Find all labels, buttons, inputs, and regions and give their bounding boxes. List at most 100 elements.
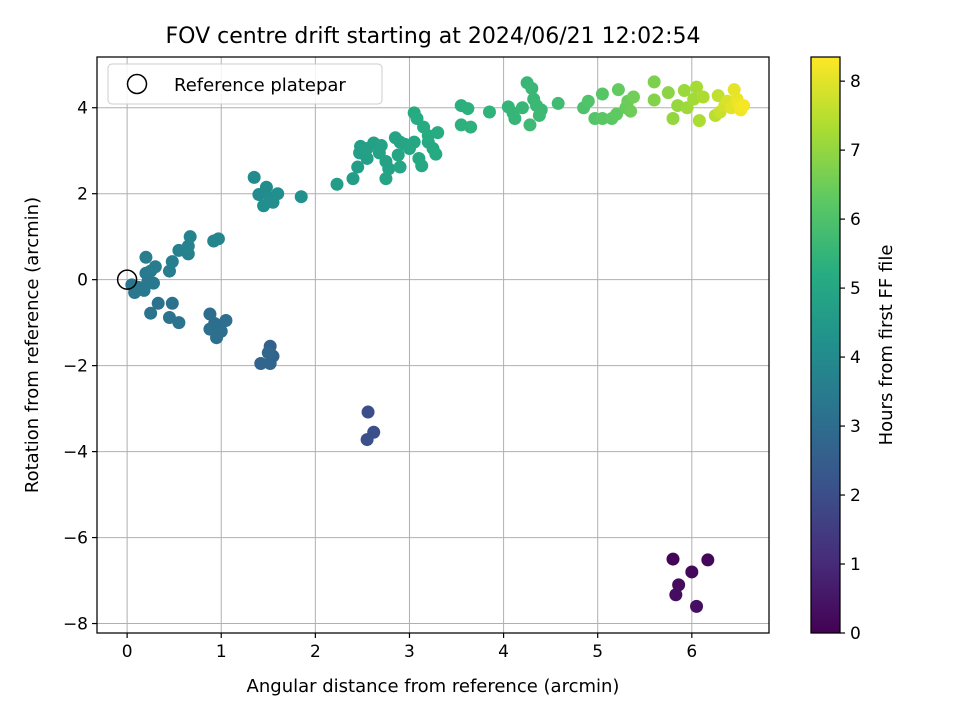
scatter-point (263, 356, 277, 370)
scatter-point (219, 313, 233, 327)
x-tick-label: 3 (404, 642, 415, 662)
scatter-point (690, 599, 704, 613)
legend: Reference platepar (107, 63, 383, 105)
scatter-point (330, 177, 344, 191)
y-tick-label: −4 (63, 443, 88, 463)
scatter-point (669, 588, 683, 602)
legend-entry-label: Reference platepar (174, 75, 346, 96)
scatter-point (508, 111, 522, 125)
plot-frame (96, 56, 770, 634)
scatter-point (391, 148, 405, 162)
scatter-point (429, 147, 443, 161)
scatter-point (696, 90, 710, 104)
scatter-point (666, 552, 680, 566)
scatter-point (515, 101, 529, 115)
scatter-point (361, 405, 375, 419)
scatter-point (294, 190, 308, 204)
y-tick-label: 2 (77, 185, 88, 205)
colorbar-tick-label: 0 (850, 624, 861, 644)
scatter-point (647, 93, 661, 107)
colorbar-frame (810, 56, 841, 634)
scatter-point (254, 356, 268, 370)
scatter-point (148, 260, 162, 274)
colorbar-tick-label: 7 (850, 141, 861, 161)
scatter-point (532, 108, 546, 122)
colorbar-label: Hours from first FF file (876, 245, 897, 446)
scatter-point (595, 87, 609, 101)
y-tick-label: 4 (77, 99, 88, 119)
reference-platepar-marker (116, 269, 138, 290)
y-tick-label: −6 (63, 529, 88, 549)
y-tick-label: 0 (77, 271, 88, 291)
scatter-point (551, 96, 565, 110)
y-axis-ticks: −8 −6 −4 −2 0 2 4 (63, 99, 97, 635)
scatter-point (393, 160, 407, 174)
x-tick-label: 1 (216, 642, 227, 662)
scatter-point (183, 230, 197, 244)
colorbar-tick-label: 3 (850, 417, 861, 437)
scatter-point (261, 346, 275, 360)
x-axis-ticks: 0 1 2 3 4 5 6 (122, 633, 697, 662)
colorbar-tick-label: 2 (850, 486, 861, 506)
scatter-point (165, 296, 179, 310)
scatter-point (259, 180, 273, 194)
x-tick-label: 0 (122, 642, 133, 662)
scatter-point (661, 86, 675, 100)
scatter-point (523, 118, 537, 132)
scatter-point (415, 159, 429, 173)
scatter-point (677, 84, 691, 98)
scatter-point (360, 433, 374, 447)
colorbar-tick-label: 1 (850, 555, 861, 575)
colorbar: 0 1 2 3 4 5 6 7 8 Hours from first FF file (810, 56, 897, 644)
scatter-points (116, 75, 751, 613)
legend-marker-open-circle (126, 73, 148, 95)
scatter-point (139, 250, 153, 264)
axes-frame (96, 56, 770, 634)
scatter-point (595, 111, 609, 125)
scatter-point (647, 75, 661, 89)
scatter-point (351, 160, 365, 174)
scatter-point (624, 104, 638, 118)
scatter-point (379, 172, 393, 186)
scatter-point (431, 126, 445, 140)
scatter-point (692, 114, 706, 128)
scatter-point (666, 111, 680, 125)
scatter-point (172, 316, 186, 330)
y-tick-label: −8 (63, 615, 88, 635)
scatter-point (690, 80, 704, 94)
scatter-point (610, 107, 624, 121)
scatter-point (346, 172, 360, 186)
colorbar-gradient (811, 57, 840, 633)
scatter-point (165, 255, 179, 269)
scatter-point (482, 105, 496, 119)
scatter-point (737, 99, 751, 113)
legend-box (107, 63, 383, 105)
scatter-point (672, 578, 686, 592)
colorbar-tick-label: 4 (850, 348, 861, 368)
y-tick-label: −2 (63, 357, 88, 377)
scatter-point (271, 187, 285, 201)
scatter-point (464, 120, 478, 134)
scatter-point (701, 553, 715, 567)
scatter-point (151, 296, 165, 310)
scatter-point (685, 565, 699, 579)
scatter-point (210, 331, 224, 345)
scatter-point (407, 135, 421, 149)
x-tick-label: 5 (592, 642, 603, 662)
colorbar-ticks: 0 1 2 3 4 5 6 7 8 (840, 72, 861, 644)
scatter-point (247, 170, 261, 184)
colorbar-tick-label: 5 (850, 279, 861, 299)
colorbar-tick-label: 8 (850, 72, 861, 92)
chart-title: FOV centre drift starting at 2024/06/21 … (166, 24, 701, 49)
scatter-point (626, 90, 640, 104)
scatter-point (144, 306, 158, 320)
scatter-point (581, 94, 595, 108)
x-tick-label: 6 (686, 642, 697, 662)
scatter-point (711, 89, 725, 103)
scatter-point (146, 276, 160, 290)
scatter-point (360, 151, 374, 165)
scatter-point (382, 162, 396, 176)
scatter-point (461, 102, 475, 116)
x-tick-label: 2 (310, 642, 321, 662)
